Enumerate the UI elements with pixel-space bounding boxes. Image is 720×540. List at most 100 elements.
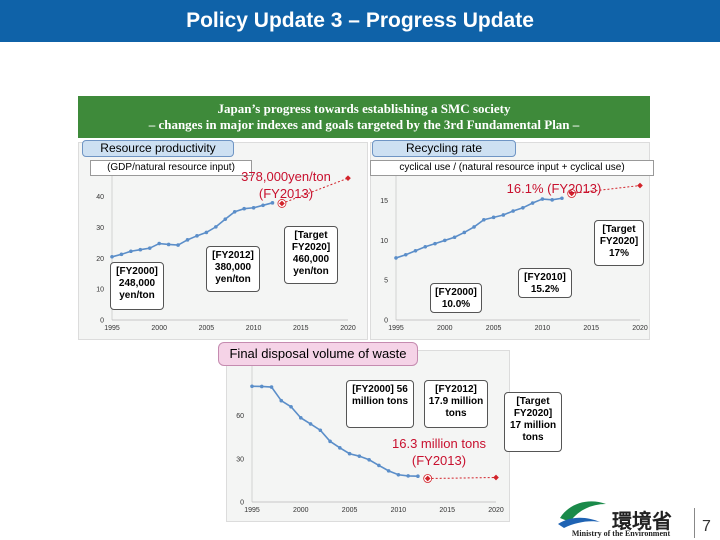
- data-point: [318, 428, 323, 433]
- recycling-rate-chart: 1995 2000 2005 2010 2015 2020 0 5 10 15: [380, 166, 648, 332]
- data-point: [530, 201, 535, 205]
- data-point: [462, 230, 467, 235]
- data-point: [386, 469, 391, 473]
- slide-title: Policy Update 3 – Progress Update: [0, 0, 720, 42]
- data-point: [195, 234, 199, 238]
- y-tick-label: 30: [236, 456, 244, 463]
- data-point: [403, 252, 408, 257]
- callout-target-productivity: [Target FY2020] 460,000 yen/ton: [284, 226, 338, 284]
- data-point: [223, 217, 228, 221]
- final-disposal-axes: 1995 2000 2005 2010 2015 2020 0 30 60: [236, 362, 504, 514]
- resource-productivity-title: Resource productivity: [82, 140, 234, 157]
- recycling-rate-definition: cyclical use / (natural resource input +…: [370, 160, 654, 176]
- data-point: [251, 205, 256, 210]
- resource-productivity-points: [110, 201, 275, 259]
- callout-fy2010-recycling: [FY2010] 15.2%: [518, 268, 572, 298]
- target-marker: [637, 182, 643, 189]
- data-point: [540, 197, 545, 201]
- data-point: [560, 196, 564, 201]
- callout-fy2012-productivity: [FY2012] 380,000 yen/ton: [206, 246, 260, 292]
- data-point: [413, 248, 418, 253]
- data-point: [308, 422, 313, 426]
- callout-fy2000-productivity: [FY2000] 248,000 yen/ton: [110, 262, 164, 310]
- x-tick-label: 2020: [632, 325, 648, 332]
- x-tick-label: 2000: [151, 325, 167, 332]
- summary-banner: Japan’s progress towards establishing a …: [78, 96, 650, 138]
- data-point: [214, 225, 218, 229]
- data-point: [204, 230, 209, 235]
- data-point: [550, 198, 554, 202]
- data-point: [185, 238, 190, 242]
- x-tick-label: 2000: [437, 325, 453, 332]
- data-point: [110, 254, 114, 259]
- final-disposal-chart: 1995 2000 2005 2010 2015 2020 0 30 60: [236, 362, 504, 514]
- final-disposal-markers: [423, 474, 499, 483]
- x-tick-label: 2015: [439, 507, 455, 514]
- data-point: [511, 209, 515, 213]
- x-tick-label: 2020: [340, 325, 356, 332]
- resource-productivity-definition: (GDP/natural resource input): [90, 160, 252, 176]
- callout-target-disposal: [Target FY2020] 17 million tons: [504, 392, 562, 452]
- data-point: [347, 451, 352, 456]
- recycling-rate-trend-dash: [571, 185, 641, 194]
- y-tick-label: 5: [384, 278, 388, 285]
- data-point: [250, 384, 254, 389]
- y-tick-label: 10: [380, 238, 388, 245]
- data-point: [423, 244, 428, 249]
- current-value-marker: [568, 190, 575, 197]
- recycling-rate-markers: [567, 182, 643, 198]
- data-point: [501, 213, 506, 217]
- recycling-rate-axes: 1995 2000 2005 2010 2015 2020 0 5 10 15: [380, 166, 648, 332]
- data-point: [416, 474, 420, 479]
- data-point: [176, 243, 180, 247]
- data-point: [289, 404, 293, 409]
- data-point: [232, 209, 237, 214]
- x-tick-label: 1995: [104, 325, 120, 332]
- y-tick-label: 20: [96, 256, 104, 263]
- banner-line-2: – changes in major indexes and goals tar…: [148, 117, 580, 132]
- y-tick-label: 40: [96, 194, 104, 201]
- data-point: [166, 242, 171, 247]
- banner-line-1: Japan’s progress towards establishing a …: [217, 101, 511, 116]
- data-point: [491, 215, 496, 220]
- leaf-wave-icon: [558, 501, 606, 528]
- data-point: [242, 206, 246, 211]
- final-disposal-points: [250, 384, 420, 479]
- data-point: [279, 398, 284, 403]
- x-tick-label: 2010: [246, 325, 262, 332]
- data-point: [299, 416, 303, 420]
- target-marker: [493, 474, 499, 481]
- current-value-marker: [424, 475, 431, 482]
- recycling-rate-line: [395, 197, 563, 259]
- y-tick-label: 0: [100, 318, 104, 325]
- data-point: [157, 241, 161, 246]
- callout-target-recycling: [Target FY2020] 17%: [594, 220, 644, 266]
- data-point: [259, 384, 264, 389]
- y-tick-label: 10: [96, 287, 104, 294]
- y-tick-label: 60: [236, 413, 244, 420]
- callout-fy2000-recycling: [FY2000] 10.0%: [430, 283, 482, 313]
- y-tick-label: 0: [384, 318, 388, 325]
- callout-fy2000-disposal: [FY2000] 56 million tons: [346, 380, 414, 428]
- recycling-rate-current-label: 16.1% (FY2013): [506, 181, 602, 196]
- data-point: [452, 235, 457, 240]
- x-tick-label: 1995: [244, 507, 260, 514]
- resource-productivity-chart: 1995 2000 2005 2010 2015 2020 0 10 20 30 40: [96, 166, 356, 332]
- data-point: [396, 472, 401, 477]
- data-point: [482, 217, 486, 222]
- data-point: [377, 463, 381, 468]
- final-disposal-panel: [226, 350, 510, 522]
- data-point: [394, 256, 398, 260]
- data-point: [443, 238, 447, 243]
- x-tick-label: 2005: [486, 325, 502, 332]
- x-tick-label: 2000: [293, 507, 309, 514]
- data-point: [138, 247, 143, 252]
- data-point: [357, 454, 362, 458]
- ministry-logo-subtitle: Ministry of the Environment: [571, 529, 671, 538]
- final-disposal-title: Final disposal volume of waste: [218, 342, 418, 366]
- x-tick-label: 2020: [488, 507, 504, 514]
- recycling-rate-points: [394, 196, 564, 260]
- page-number-divider: [694, 508, 695, 538]
- final-disposal-current-label: 16.3 million tons (FY2013): [392, 436, 486, 468]
- data-point: [261, 203, 265, 208]
